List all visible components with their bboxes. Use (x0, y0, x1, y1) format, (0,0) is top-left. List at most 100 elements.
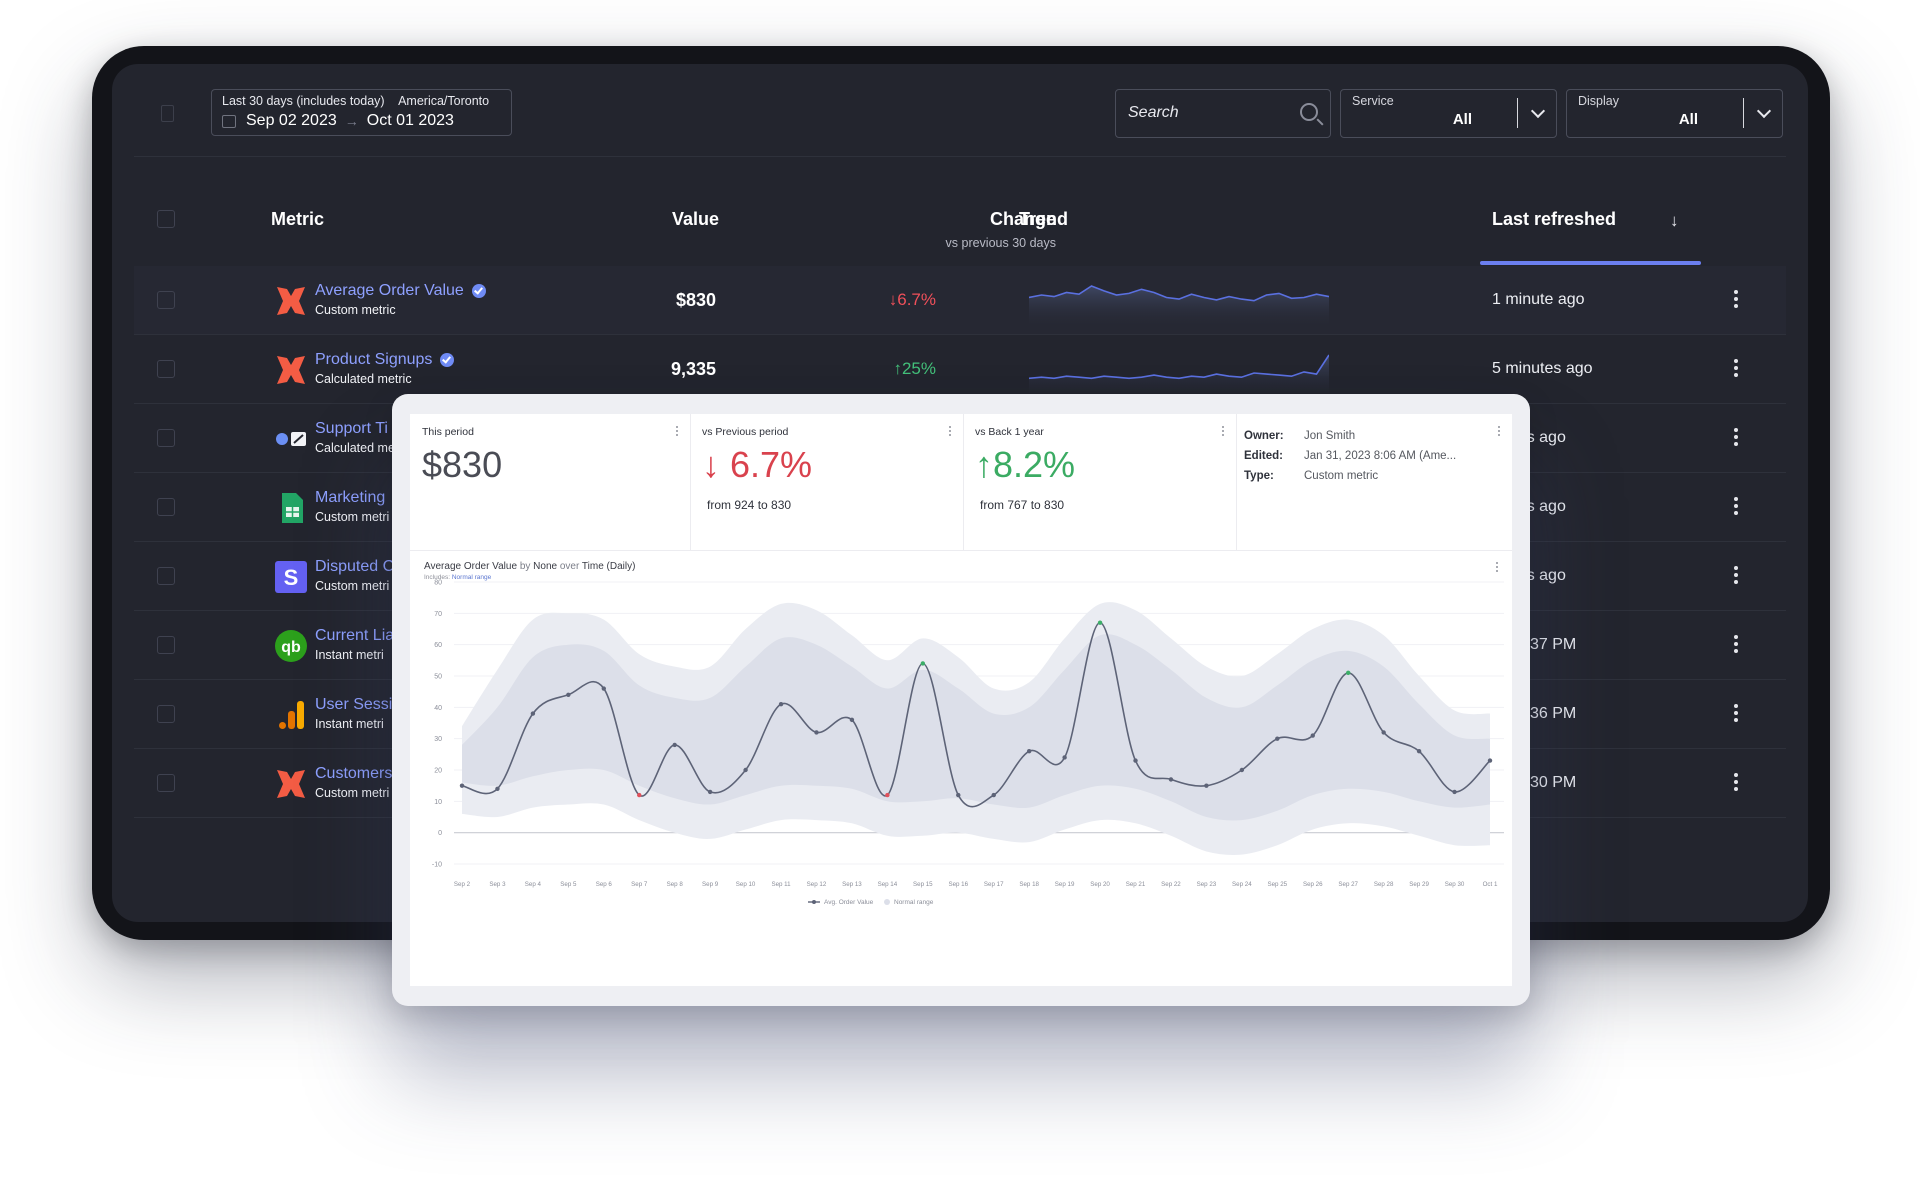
data-point (1381, 730, 1386, 735)
metric-name-link[interactable]: Current Lia (315, 627, 394, 645)
this-period-value: $830 (422, 444, 503, 485)
metric-name-link[interactable]: Customers (315, 765, 392, 783)
column-header-change[interactable]: Change (989, 209, 1056, 229)
metric-name[interactable]: Marketing (315, 489, 386, 506)
row-more-options-icon[interactable] (1734, 497, 1738, 518)
type-value: Custom metric (1304, 470, 1379, 482)
x-tick-label: Sep 21 (1126, 881, 1146, 888)
select-all-toolbar-checkbox[interactable] (161, 105, 174, 122)
row-more-options-icon[interactable] (1734, 428, 1738, 449)
more-options-icon[interactable] (1222, 426, 1224, 438)
row-more-options-icon[interactable] (1734, 635, 1738, 656)
data-point (1062, 755, 1067, 760)
chart-includes-value[interactable]: Normal range (451, 574, 492, 581)
metric-name-link[interactable]: Disputed C (315, 558, 394, 576)
metric-type: Calculated me (315, 441, 395, 455)
row-checkbox[interactable] (157, 636, 175, 654)
metric-name[interactable]: Product Signups (315, 351, 433, 368)
analytics-icon (273, 697, 309, 733)
chart-includes-label: Includes: (424, 574, 451, 581)
x-tick-label: Sep 2 (454, 881, 471, 888)
metric-name[interactable]: Customers (315, 765, 393, 782)
display-select[interactable]: Display All (1566, 89, 1783, 138)
row-more-options-icon[interactable] (1734, 566, 1738, 587)
trend-line (1028, 285, 1330, 302)
trend-sparkline (1028, 284, 1330, 329)
row-more-options-icon[interactable] (1734, 773, 1738, 794)
row-checkbox[interactable] (157, 774, 175, 792)
x-tick-label: Sep 23 (1197, 881, 1217, 888)
row-checkbox[interactable] (157, 498, 175, 516)
chart-title-over: over (559, 561, 580, 572)
arrow-up-icon: ↑ (975, 444, 993, 485)
x-tick-label: Sep 3 (489, 881, 506, 888)
metric-name-link[interactable]: Support Ti (315, 420, 388, 438)
y-tick-label: 70 (434, 611, 442, 618)
data-point (1168, 777, 1174, 782)
metric-name-link[interactable]: User Sessi (315, 696, 392, 714)
data-point (956, 792, 961, 798)
normal-range-inner-band (462, 634, 1490, 821)
metric-name-link[interactable]: Product Signups (315, 351, 455, 369)
chart-more-options-icon[interactable] (1496, 562, 1498, 574)
display-label: Display (1578, 94, 1619, 108)
y-tick-label: 40 (434, 705, 442, 712)
x-tick-label: Sep 18 (1019, 881, 1039, 888)
x-tick-label: Sep 25 (1267, 881, 1287, 888)
row-more-options-icon[interactable] (1734, 290, 1738, 311)
row-checkbox[interactable] (157, 705, 175, 723)
metric-name[interactable]: Disputed C (315, 558, 395, 575)
column-header-value[interactable]: Value (672, 209, 720, 229)
date-range-picker[interactable]: Last 30 days (includes today) America/To… (211, 89, 512, 136)
x-tick-label: Sep 27 (1338, 881, 1358, 888)
more-options-icon[interactable] (949, 426, 951, 438)
row-checkbox[interactable] (157, 360, 175, 378)
metric-name[interactable]: User Sessi (315, 696, 393, 713)
search-icon[interactable] (1300, 103, 1318, 121)
metric-name[interactable]: Average Order Value (315, 282, 464, 299)
date-range-label: Last 30 days (includes today) (222, 94, 385, 108)
metric-type: Custom metric (315, 303, 396, 317)
x-tick-label: Sep 22 (1161, 881, 1181, 888)
column-header-trend[interactable]: Trend (1019, 209, 1069, 229)
metric-type: Custom metri (315, 579, 390, 593)
trend-area (1029, 355, 1329, 393)
chart-title-metric: Average Order Value (424, 561, 518, 572)
x-tick-label: Sep 30 (1445, 881, 1465, 888)
metric-name-link[interactable]: Marketing (315, 489, 385, 507)
y-tick-label: 30 (434, 736, 442, 743)
data-point (814, 730, 819, 735)
data-point (1452, 789, 1457, 795)
metric-type: Instant metri (315, 648, 384, 662)
data-point (637, 792, 642, 798)
support-icon (273, 421, 309, 457)
metric-name-link[interactable]: Average Order Value (315, 282, 486, 300)
legend-label-normal-range: Normal range (894, 899, 934, 906)
service-select[interactable]: Service All (1340, 89, 1557, 138)
search-input[interactable]: Search (1115, 89, 1331, 138)
table-row[interactable] (134, 266, 1786, 334)
vs-year-title: vs Back 1 year (975, 426, 1044, 438)
timezone-label: America/Toronto (398, 94, 490, 108)
column-header-last-refreshed[interactable]: Last refreshed (1492, 209, 1617, 229)
metric-change: ↑25% (816, 359, 936, 379)
more-options-icon[interactable] (1498, 426, 1500, 438)
more-options-icon[interactable] (676, 426, 678, 438)
y-tick-label: 80 (434, 580, 442, 587)
row-checkbox[interactable] (157, 567, 175, 585)
row-more-options-icon[interactable] (1734, 359, 1738, 380)
row-checkbox[interactable] (157, 291, 175, 309)
metric-name[interactable]: Current Lia (315, 627, 395, 644)
x-tick-label: Sep 16 (948, 881, 968, 888)
select-all-checkbox[interactable] (157, 210, 175, 228)
y-tick-label: 10 (434, 799, 442, 806)
x-tick-label: Sep 10 (736, 881, 756, 888)
metric-name[interactable]: Support Ti (315, 420, 388, 437)
row-more-options-icon[interactable] (1734, 704, 1738, 725)
vs-previous-value: 6.7% (730, 444, 813, 485)
row-checkbox[interactable] (157, 429, 175, 447)
x-tick-label: Sep 29 (1409, 881, 1429, 888)
column-header-metric[interactable]: Metric (271, 209, 325, 229)
sort-descending-icon[interactable]: ↓ (1670, 211, 1679, 230)
data-point (1310, 733, 1315, 738)
